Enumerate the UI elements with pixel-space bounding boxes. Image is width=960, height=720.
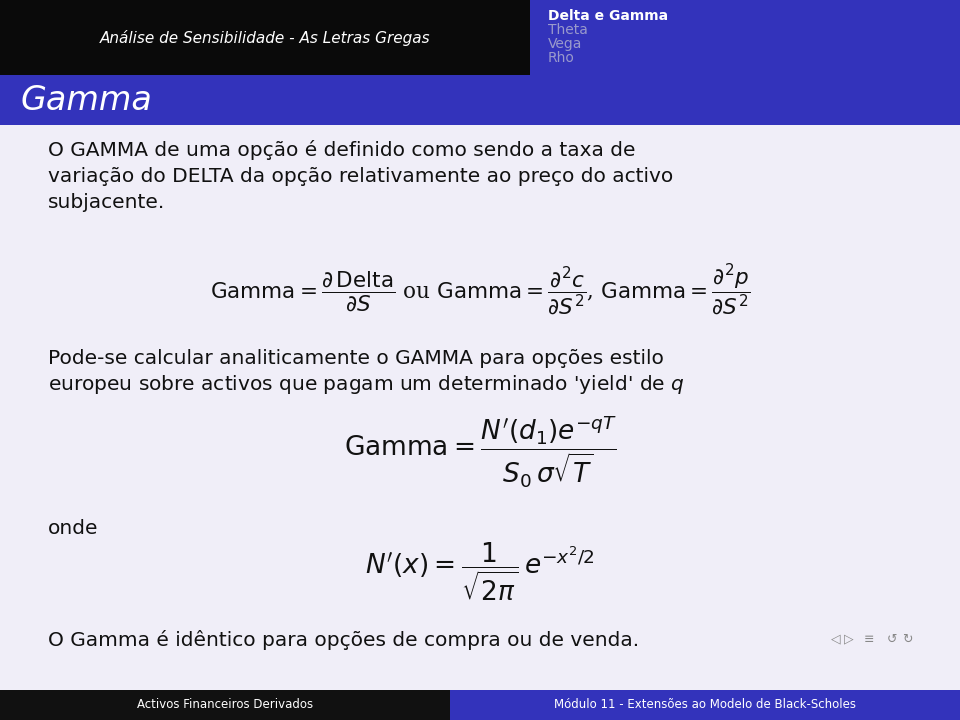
Text: O GAMMA de uma opção é definido como sendo a taxa de: O GAMMA de uma opção é definido como sen… <box>48 140 636 160</box>
Text: Gamma: Gamma <box>20 84 152 117</box>
Text: Delta e Gamma: Delta e Gamma <box>548 9 668 23</box>
FancyBboxPatch shape <box>0 0 530 75</box>
Text: Theta: Theta <box>548 23 588 37</box>
FancyBboxPatch shape <box>530 0 960 75</box>
Text: Rho: Rho <box>548 51 575 65</box>
Text: Pode-se calcular analiticamente o GAMMA para opções estilo: Pode-se calcular analiticamente o GAMMA … <box>48 348 664 367</box>
Text: $\mathrm{Gamma} = \dfrac{N'(d_1)e^{-qT}}{S_0\,\sigma\sqrt{T}}$: $\mathrm{Gamma} = \dfrac{N'(d_1)e^{-qT}}… <box>344 414 616 490</box>
Text: europeu sobre activos que pagam um determinado 'yield' de $q$: europeu sobre activos que pagam um deter… <box>48 372 684 395</box>
Text: Análise de Sensibilidade - As Letras Gregas: Análise de Sensibilidade - As Letras Gre… <box>100 30 430 45</box>
FancyBboxPatch shape <box>450 690 960 720</box>
Text: Módulo 11 - Extensões ao Modelo de Black-Scholes: Módulo 11 - Extensões ao Modelo de Black… <box>554 698 856 711</box>
Text: onde: onde <box>48 518 99 538</box>
Text: $N'(x) = \dfrac{1}{\sqrt{2\pi}}\,e^{-x^2/2}$: $N'(x) = \dfrac{1}{\sqrt{2\pi}}\,e^{-x^2… <box>365 541 595 603</box>
Text: Activos Financeiros Derivados: Activos Financeiros Derivados <box>137 698 313 711</box>
Text: variação do DELTA da opção relativamente ao preço do activo: variação do DELTA da opção relativamente… <box>48 166 673 186</box>
FancyBboxPatch shape <box>0 690 450 720</box>
Text: subjacente.: subjacente. <box>48 192 165 212</box>
FancyBboxPatch shape <box>0 125 960 690</box>
Text: Vega: Vega <box>548 37 583 51</box>
Text: $\triangleleft$ $\triangleright$  $\equiv$  $\circlearrowleft\circlearrowright$: $\triangleleft$ $\triangleright$ $\equiv… <box>830 633 913 647</box>
Text: O Gamma é idêntico para opções de compra ou de venda.: O Gamma é idêntico para opções de compra… <box>48 630 639 650</box>
Text: $\mathrm{Gamma} = \dfrac{\partial\,\mathrm{Delta}}{\partial S}$ ou $\mathrm{Gamm: $\mathrm{Gamma} = \dfrac{\partial\,\math… <box>210 262 750 318</box>
FancyBboxPatch shape <box>0 75 960 125</box>
